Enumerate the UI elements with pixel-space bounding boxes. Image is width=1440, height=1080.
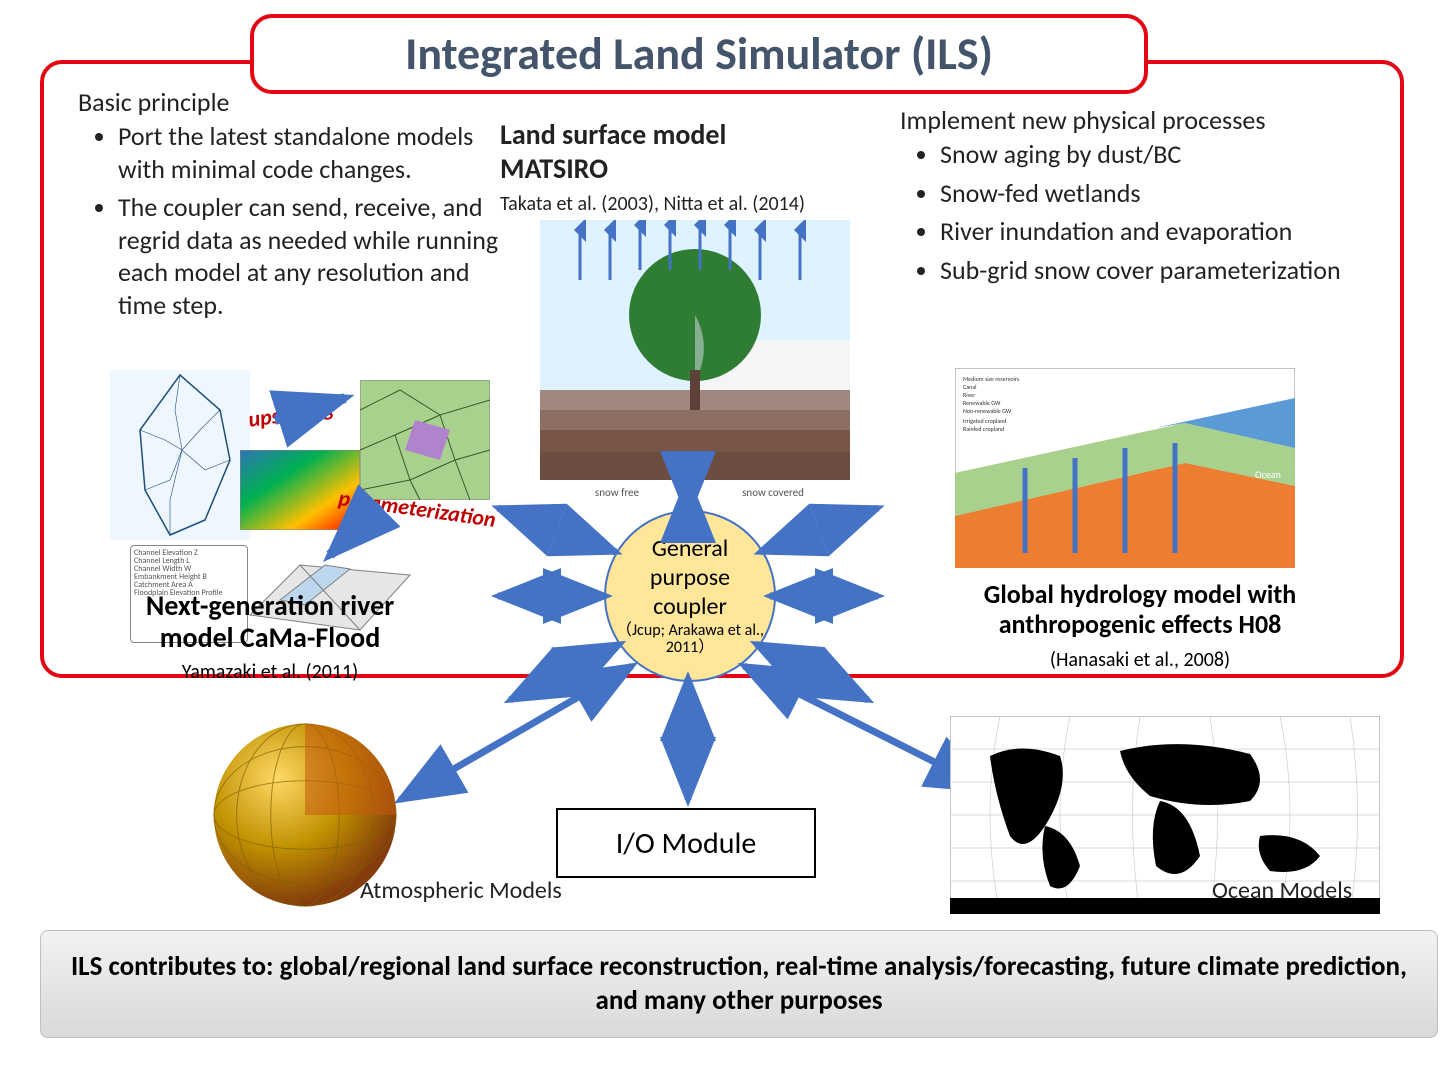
river-model-citation-text: Yamazaki et al. (2011) [182,660,358,684]
io-module-text: I/O Module [616,825,757,862]
right-bullet-3: Sub-grid snow cover parameterization [940,254,1420,287]
river-model-title-line1: Next-generation river [146,588,394,623]
coupler-sub: （Jcup; Arakawa et al., 2011） [616,621,764,657]
coupler-line2: purpose [650,563,730,592]
river-figure-voronoi [360,380,490,500]
main-title-text: Integrated Land Simulator (ILS) [405,26,993,82]
svg-text:Irrigated cropland: Irrigated cropland [963,417,1006,425]
basic-principle-header-text: Basic principle [78,86,229,118]
right-bullet-1: Snow-fed wetlands [940,177,1420,210]
h08-title-line1: Global hydrology model with [984,578,1296,610]
atmos-label-text: Atmospheric Models [360,876,562,905]
right-bullet-2: River inundation and evaporation [940,215,1420,248]
matsiro-citation: Takata et al. (2003), Nitta et al. (2014… [500,192,805,216]
ocean-label: Ocean Models [1212,876,1352,905]
svg-text:Medium size reservoirs: Medium size reservoirs [963,375,1020,383]
matsiro-heading: Land surface model MATSIRO [500,118,726,185]
footer-bar: ILS contributes to: global/regional land… [40,930,1438,1038]
footer-text: ILS contributes to: global/regional land… [61,950,1417,1018]
ocean-label-text: Ocean Models [1212,876,1352,905]
left-bullet-0: Port the latest standalone models with m… [118,120,508,185]
matsiro-citation-text: Takata et al. (2003), Nitta et al. (2014… [500,192,805,216]
svg-text:Ocean: Ocean [1255,468,1281,481]
river-model-title: Next-generation river model CaMa-Flood [85,590,455,654]
coupler-line3: coupler [653,592,727,621]
h08-citation-text: (Hanasaki et al., 2008) [1050,648,1230,672]
matsiro-schematic: snow free snow covered [540,220,850,500]
snow-free-label: snow free [595,486,640,499]
matsiro-heading-line1: Land surface model [500,117,726,152]
basic-principle-header: Basic principle [78,86,229,118]
h08-title: Global hydrology model with anthropogeni… [920,580,1360,640]
right-bullet-0: Snow aging by dust/BC [940,138,1420,171]
h08-citation: (Hanasaki et al., 2008) [920,648,1360,672]
right-header-text: Implement new physical processes [900,104,1266,136]
svg-text:Rainfed cropland: Rainfed cropland [963,425,1004,433]
right-header: Implement new physical processes [900,104,1266,136]
h08-title-line2: anthropogenic effects H08 [999,608,1282,640]
main-title: Integrated Land Simulator (ILS) [250,14,1148,94]
coupler-line1: General [652,534,729,563]
snow-covered-label: snow covered [742,486,804,499]
river-model-title-line2: model CaMa-Flood [160,620,381,655]
matsiro-heading-line2: MATSIRO [500,151,608,186]
river-figure-sa-map [110,370,250,540]
river-model-citation: Yamazaki et al. (2011) [85,660,455,684]
svg-text:Non-renewable GW: Non-renewable GW [963,407,1012,415]
coupler-node: General purpose coupler （Jcup; Arakawa e… [604,510,776,682]
left-bullet-1: The coupler can send, receive, and regri… [118,191,508,321]
h08-schematic: Medium size reservoirs Canal River Renew… [955,368,1295,568]
io-module-box: I/O Module [556,808,816,878]
right-bullets: Snow aging by dust/BC Snow-fed wetlands … [900,138,1420,292]
svg-text:Canal: Canal [963,383,976,391]
basic-principle-bullets: Port the latest standalone models with m… [78,120,508,327]
atmos-label: Atmospheric Models [360,876,562,905]
svg-text:Renewable GW: Renewable GW [963,399,1001,407]
svg-text:River: River [963,391,975,399]
